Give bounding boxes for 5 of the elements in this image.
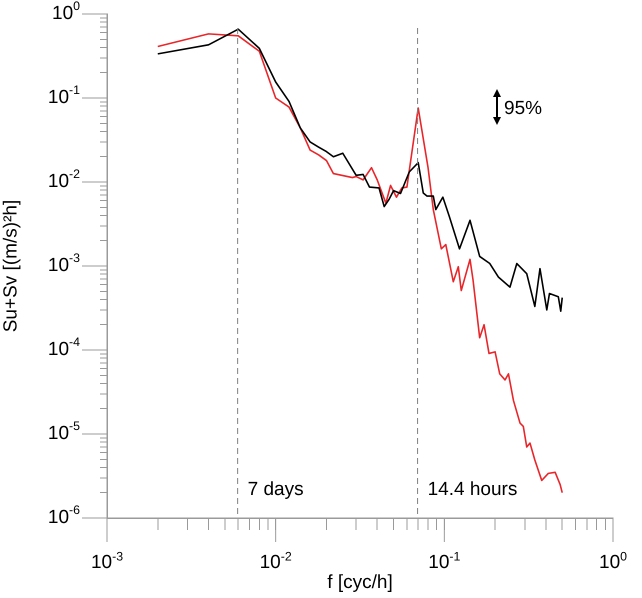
ref-line-label: 14.4 hours [428,479,518,500]
y-axis-title: Su+Sv [(m/s)²h] [0,200,22,332]
annotation: 95% [504,98,542,119]
ref-line-label: 7 days [248,479,304,500]
x-axis-title: f [cyc/h] [327,572,393,593]
